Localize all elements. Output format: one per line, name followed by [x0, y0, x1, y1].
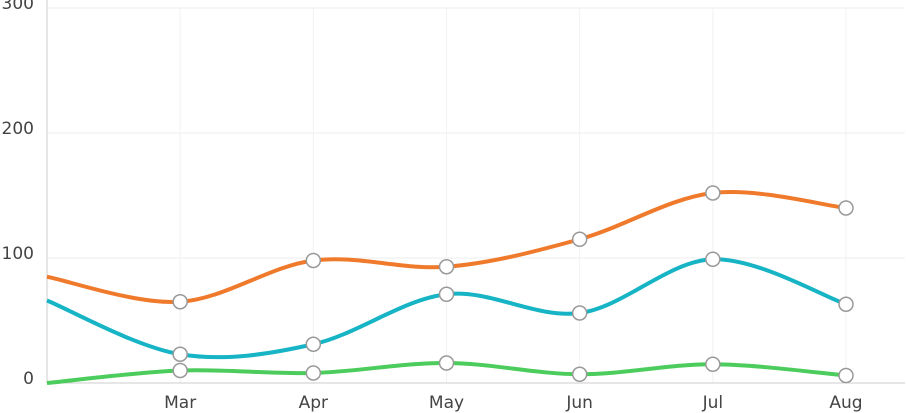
- x-tick-label: Apr: [299, 393, 328, 413]
- point: [172, 346, 188, 362]
- y-tick-label: 0: [23, 369, 34, 389]
- x-tick-label: Jul: [702, 393, 724, 413]
- x-tick-label: Mar: [164, 393, 196, 413]
- point: [838, 296, 854, 312]
- point: [705, 356, 721, 372]
- point: [305, 252, 322, 269]
- point: [838, 367, 854, 384]
- y-tick-label: 200: [2, 119, 34, 139]
- point: [705, 251, 721, 267]
- x-tick-label: May: [429, 393, 464, 413]
- point: [571, 231, 588, 247]
- point: [438, 355, 455, 371]
- point: [438, 259, 455, 275]
- y-tick-label: 100: [2, 244, 34, 264]
- y-tick-label: 300: [2, 0, 34, 14]
- x-tick-label: Jun: [565, 393, 593, 413]
- point: [571, 366, 588, 382]
- point: [172, 362, 188, 379]
- point: [705, 185, 721, 201]
- point: [571, 305, 588, 321]
- point: [438, 286, 455, 302]
- point: [838, 200, 854, 216]
- x-tick-label: Aug: [829, 393, 862, 413]
- point: [172, 294, 188, 310]
- point: [305, 336, 322, 352]
- point: [305, 365, 322, 381]
